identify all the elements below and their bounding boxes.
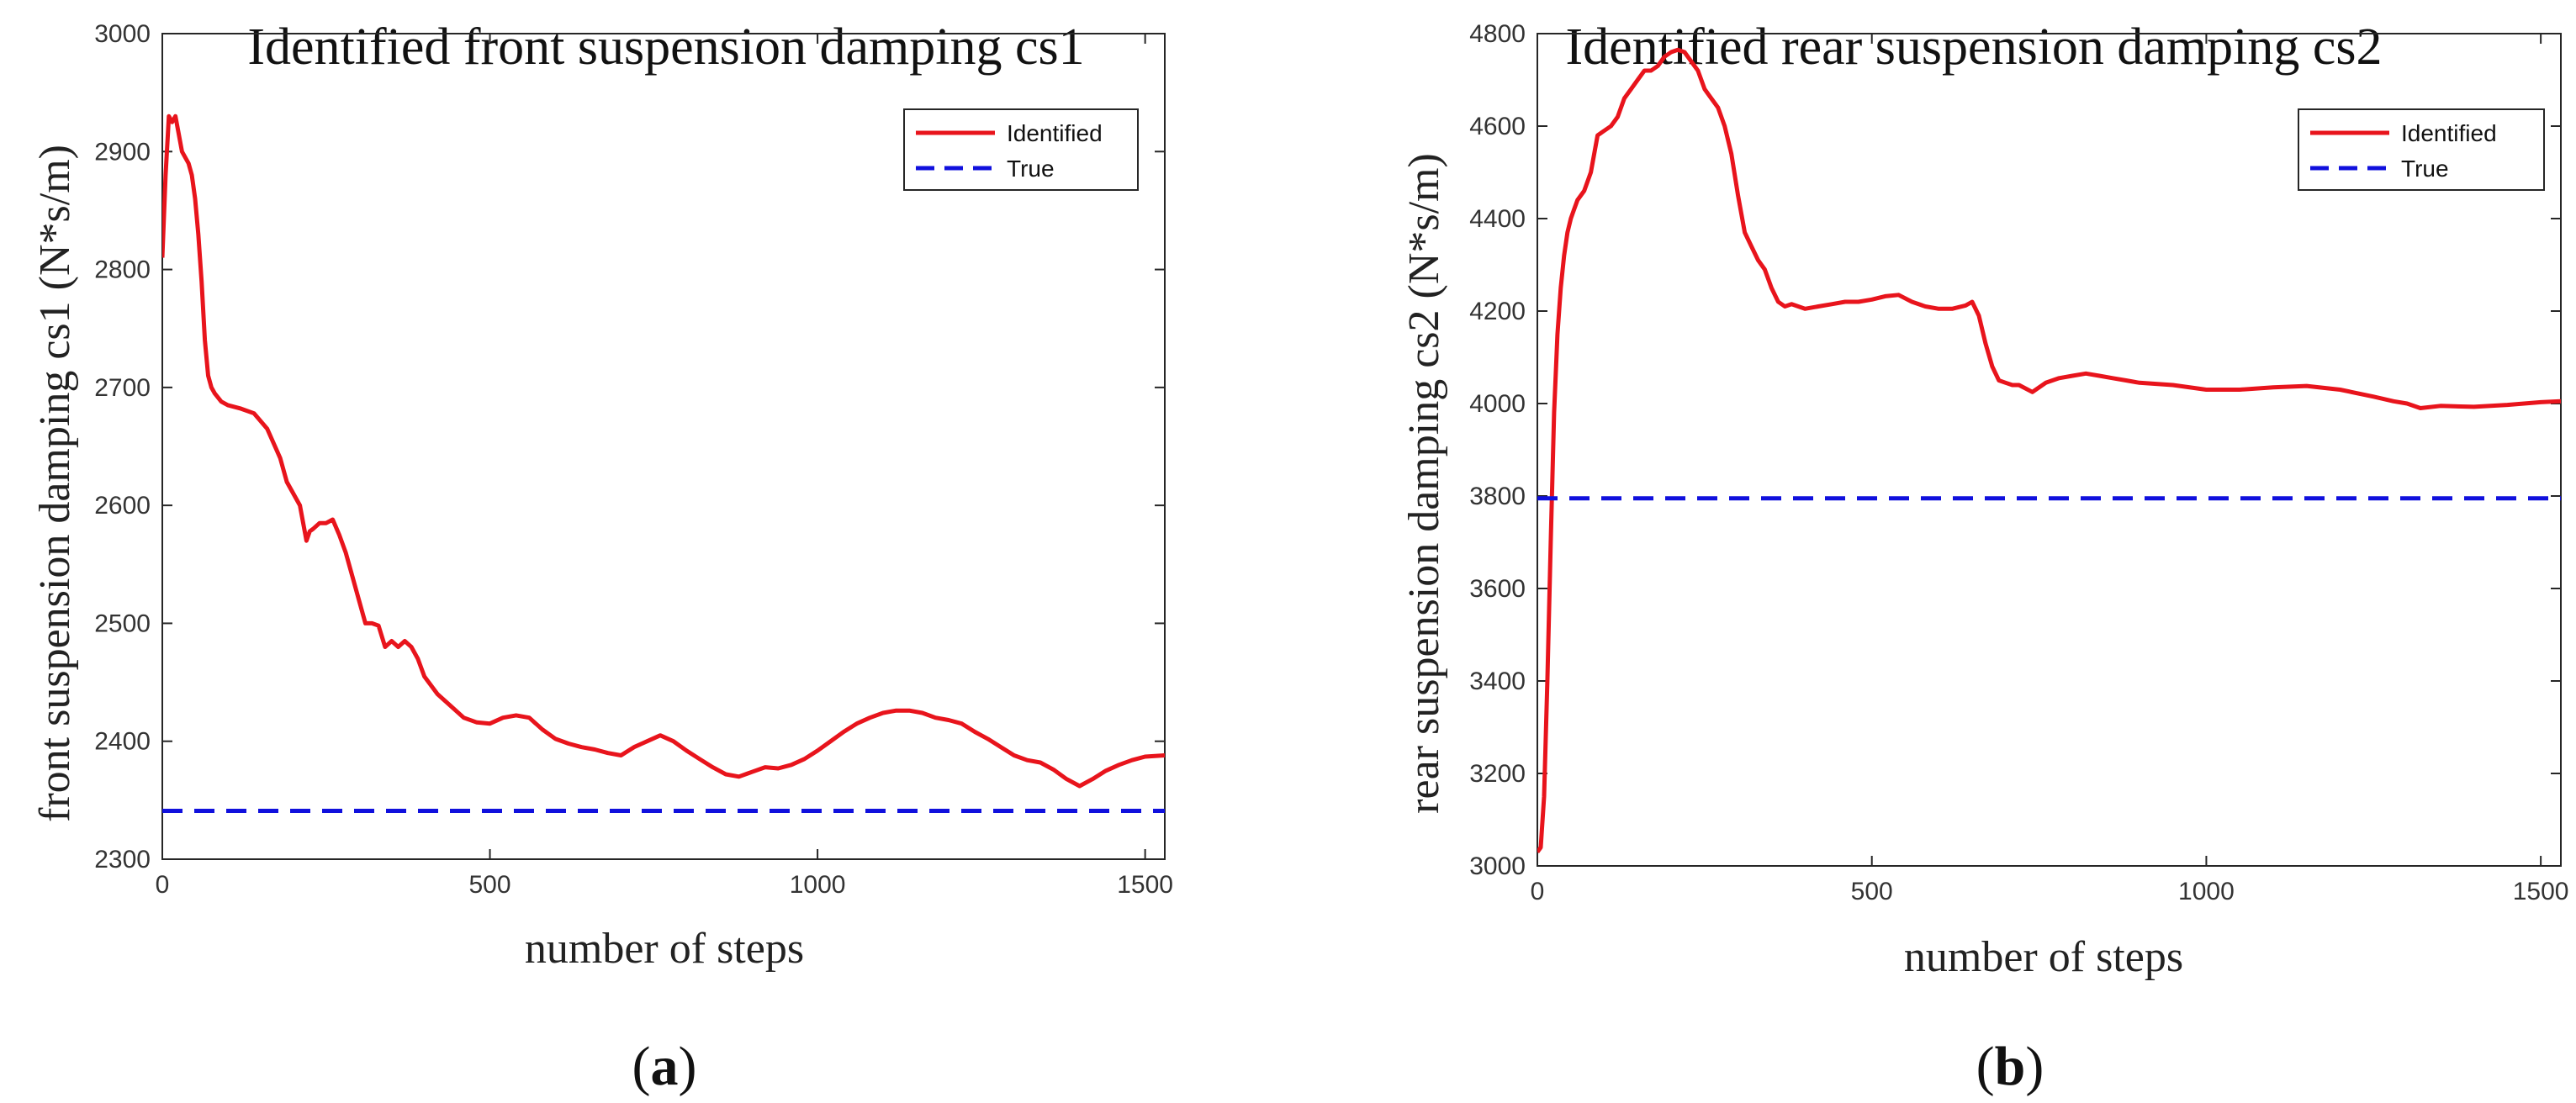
y-tick-label: 2800 [94, 256, 151, 284]
x-axis-label: number of steps [1904, 933, 2183, 981]
y-tick-label: 2300 [94, 846, 151, 873]
y-tick-label: 2700 [94, 374, 151, 402]
plot-area: 0 500 1000 1500 2300 2400 2500 2600 2700 2800 2900… [94, 20, 1173, 899]
legend-label-true: True [2401, 156, 2449, 182]
panel-label-letter: a [651, 1036, 679, 1097]
y-tick-label: 2500 [94, 610, 151, 637]
y-tick-label: 4800 [1469, 20, 1526, 48]
x-tick-label: 500 [1851, 878, 1893, 905]
y-tick-label: 4000 [1469, 390, 1526, 418]
x-tick-label: 1500 [2513, 878, 2569, 905]
chart-front-suspension: Identified front suspension damping cs1 … [31, 18, 1173, 1097]
x-tick-label: 1000 [2178, 878, 2235, 905]
panel-label-letter: b [1995, 1036, 2026, 1097]
legend-box [903, 108, 1139, 191]
panel-label-open: ( [1976, 1036, 1995, 1097]
x-tick-label: 1500 [1117, 871, 1173, 899]
x-tick-label: 1000 [790, 871, 846, 899]
plot-area: 0 500 1000 1500 3000 3200 3400 3600 3800 4000 4200… [1469, 20, 2568, 905]
legend: Identified True [2298, 108, 2545, 191]
y-tick-label: 3000 [94, 20, 151, 48]
legend: Identified True [903, 108, 1139, 191]
legend-label-identified: Identified [2401, 120, 2497, 146]
panel-label-close: ) [2025, 1036, 2044, 1097]
y-tick-label: 3800 [1469, 483, 1526, 510]
panel-label-close: ) [679, 1036, 697, 1097]
y-tick-label: 2400 [94, 728, 151, 756]
chart-rear-suspension: Identified rear suspension damping cs2 n… [1400, 18, 2569, 1097]
series-line-identified [162, 113, 1165, 789]
y-axis-label: front suspension damping cs1 (N*s/m) [31, 145, 79, 822]
y-tick-label: 4600 [1469, 113, 1526, 140]
y-tick-label: 3400 [1469, 668, 1526, 695]
axes-box [1537, 33, 2562, 867]
chart-title: Identified front suspension damping cs1 [247, 18, 1084, 76]
y-tick-label: 4400 [1469, 205, 1526, 233]
x-axis-label: number of steps [525, 925, 804, 973]
y-tick-label: 3200 [1469, 760, 1526, 788]
legend-box [2298, 108, 2545, 191]
y-tick-label: 4200 [1469, 298, 1526, 325]
y-tick-label: 3600 [1469, 575, 1526, 603]
x-tick-label: 0 [1531, 878, 1545, 905]
legend-label-identified: Identified [1007, 120, 1103, 146]
series-line-identified [1537, 47, 2561, 853]
x-tick-label: 500 [469, 871, 511, 899]
y-axis-label: rear suspension damping cs2 (N*s/m) [1400, 153, 1448, 814]
x-tick-label: 0 [156, 871, 170, 899]
y-tick-label: 2600 [94, 492, 151, 520]
y-tick-label: 2900 [94, 138, 151, 166]
chart-title: Identified rear suspension damping cs2 [1565, 18, 2382, 76]
panel-label-open: ( [632, 1036, 651, 1097]
panel-label: (a) [632, 1036, 697, 1097]
y-tick-label: 3000 [1469, 852, 1526, 880]
axes-box [161, 33, 1166, 860]
legend-label-true: True [1007, 156, 1055, 182]
panel-label: (b) [1976, 1036, 2044, 1097]
